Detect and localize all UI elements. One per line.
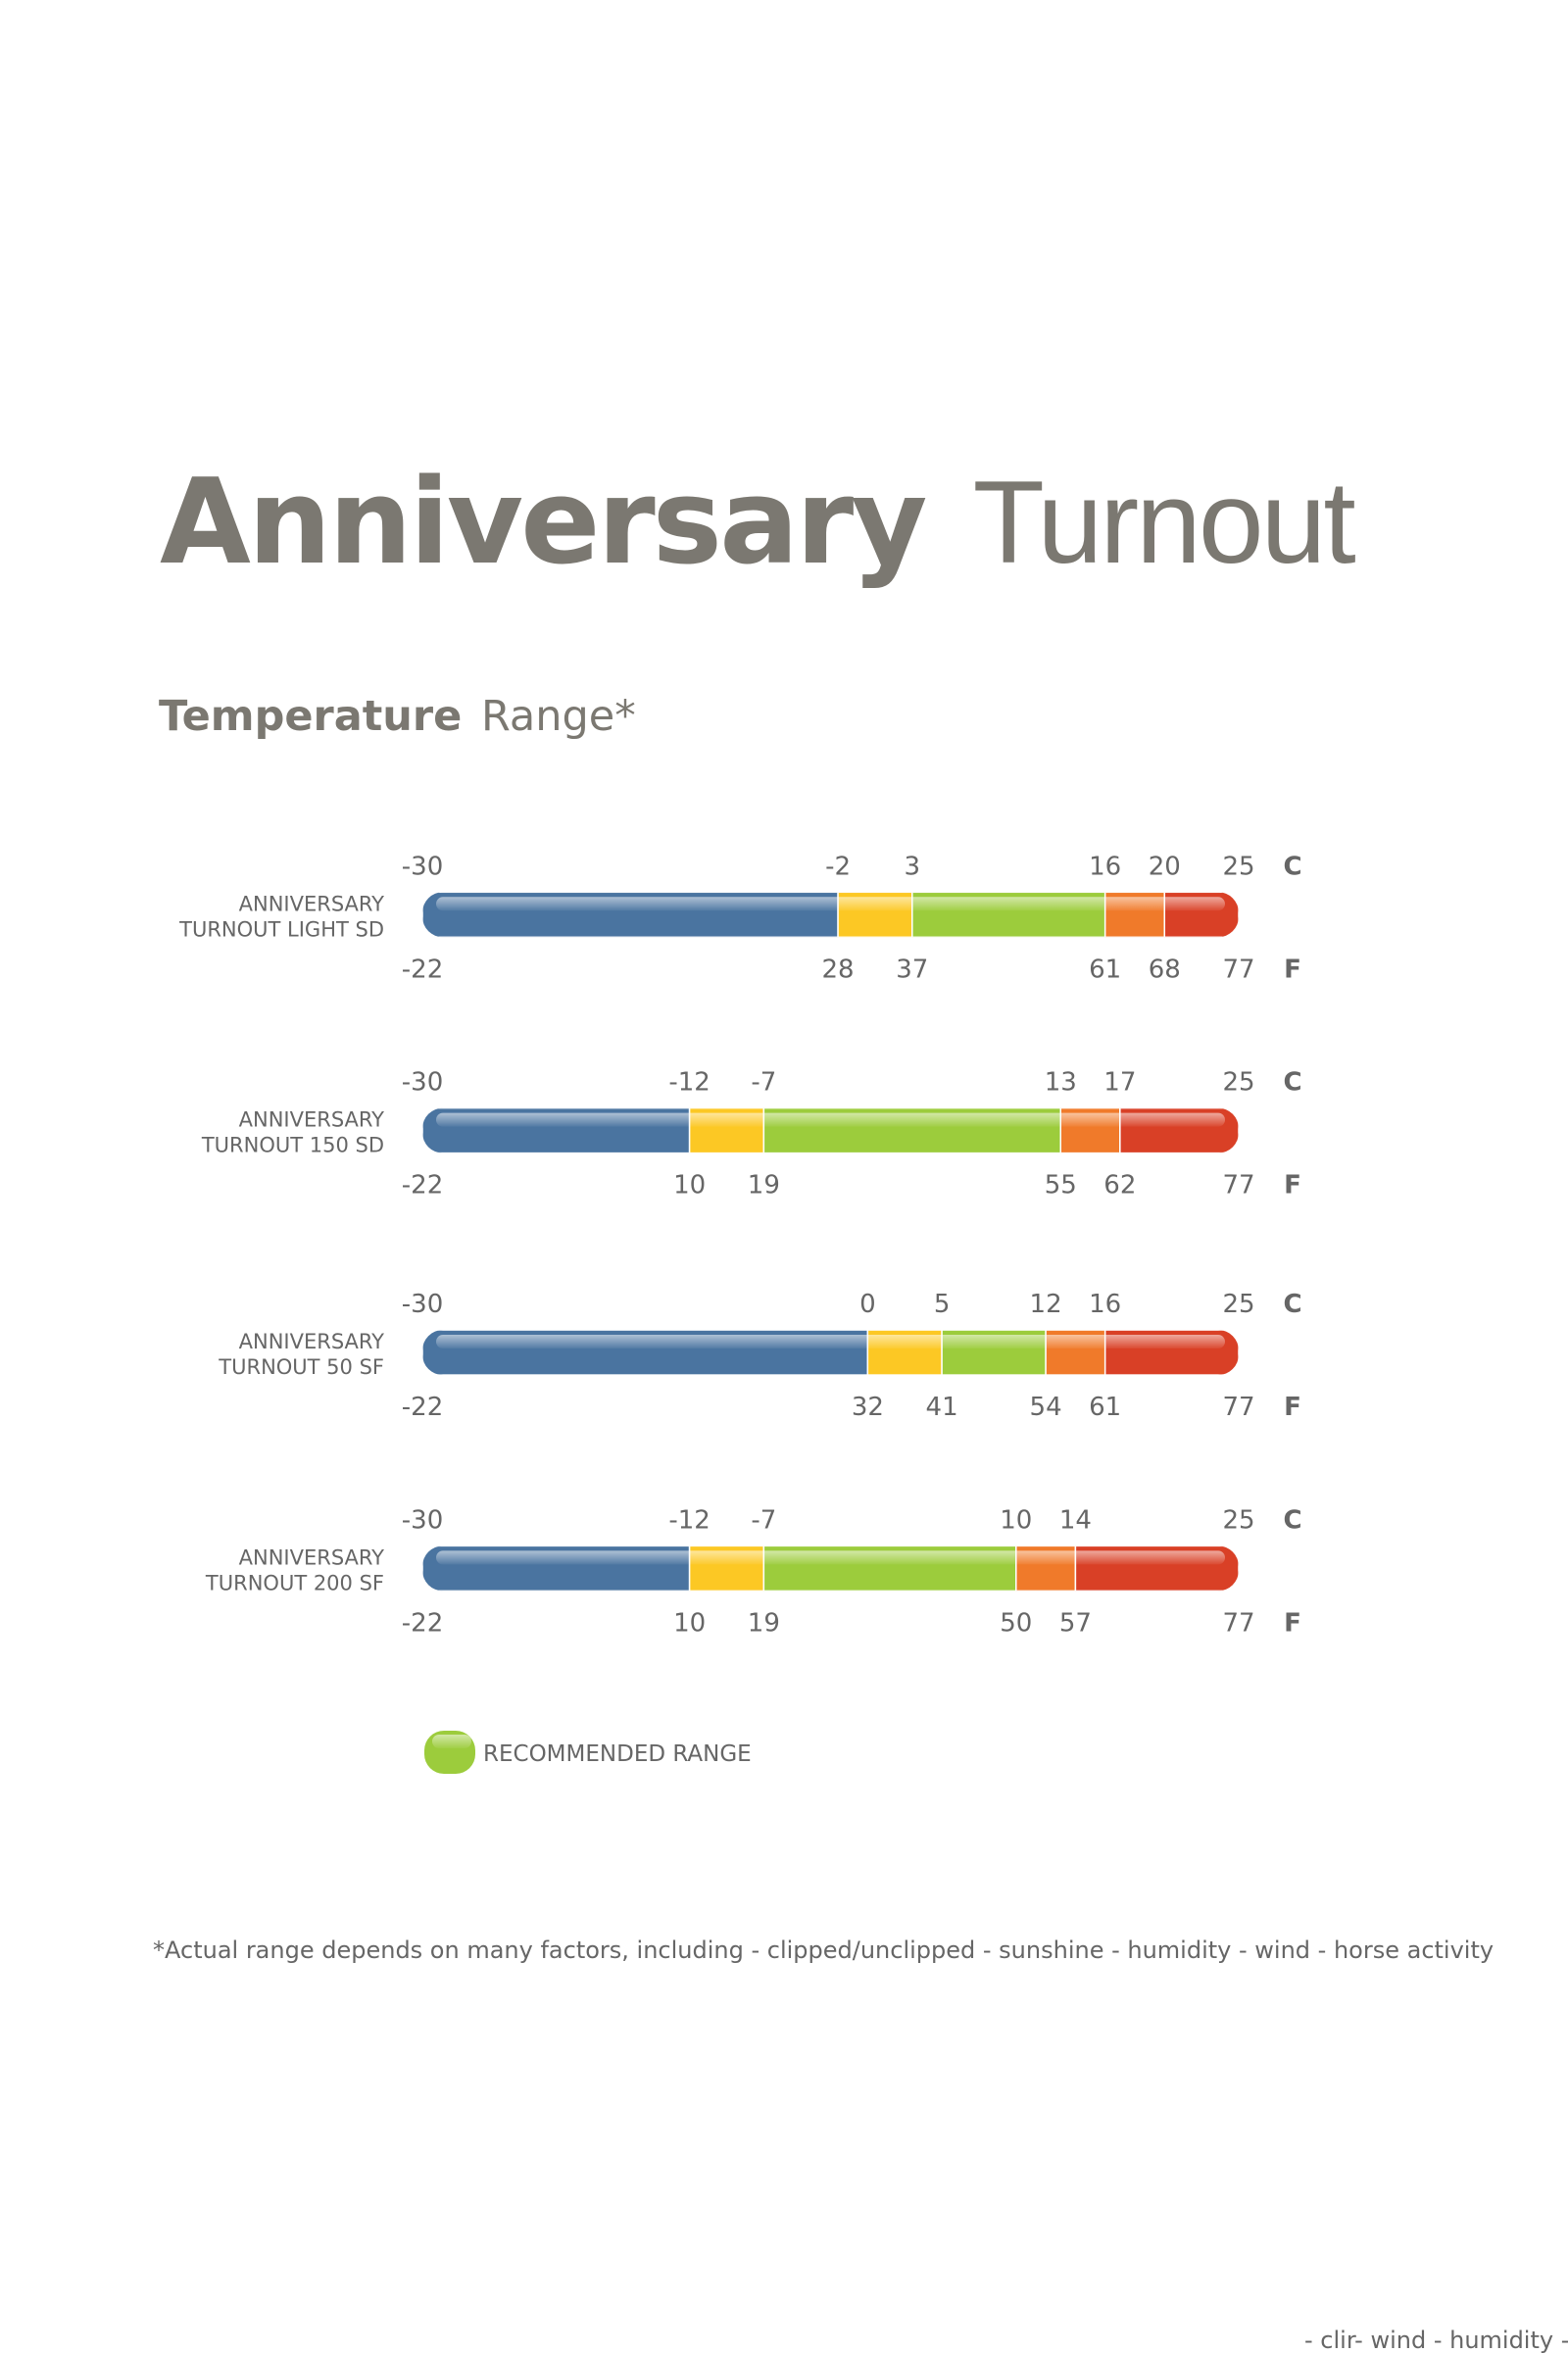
unit-f: F xyxy=(1284,1393,1301,1422)
bar-gloss xyxy=(436,1112,1225,1127)
fahrenheit-label: 68 xyxy=(1149,955,1181,984)
celsius-label: -2 xyxy=(825,852,851,881)
celsius-label: 5 xyxy=(934,1290,951,1319)
unit-f: F xyxy=(1284,955,1301,984)
corner-fragment: - clir- wind - humidity - xyxy=(1304,2327,1568,2353)
bar xyxy=(422,1330,1239,1376)
celsius-label: 14 xyxy=(1059,1505,1092,1535)
celsius-label: 12 xyxy=(1030,1290,1062,1319)
fahrenheit-label: 61 xyxy=(1089,955,1121,984)
fahrenheit-label: 32 xyxy=(852,1393,884,1422)
celsius-label: -30 xyxy=(402,852,443,881)
product-name: ANNIVERSARY xyxy=(239,1330,385,1353)
celsius-label: -30 xyxy=(402,1068,443,1098)
celsius-label: 25 xyxy=(1222,1505,1254,1535)
subtitle-light: Range* xyxy=(481,692,636,741)
product-name: TURNOUT 150 SD xyxy=(201,1134,384,1157)
fahrenheit-label: 57 xyxy=(1059,1608,1092,1638)
fahrenheit-label: 50 xyxy=(1000,1608,1032,1638)
unit-c: C xyxy=(1283,1290,1301,1319)
celsius-label: 10 xyxy=(1000,1505,1032,1535)
fahrenheit-label: 77 xyxy=(1222,1393,1254,1422)
fahrenheit-label: 77 xyxy=(1222,955,1254,984)
bar xyxy=(422,1545,1239,1592)
fahrenheit-label: 62 xyxy=(1103,1171,1136,1201)
celsius-label: 16 xyxy=(1089,1290,1121,1319)
unit-c: C xyxy=(1283,1505,1301,1535)
footnote: *Actual range depends on many factors, i… xyxy=(153,1936,1494,1964)
title: Anniversary Turnout xyxy=(160,455,1355,591)
product-name: TURNOUT 200 SF xyxy=(205,1571,384,1594)
bar xyxy=(422,892,1239,938)
subtitle: Temperature Range* xyxy=(159,692,636,741)
product-name: TURNOUT 50 SF xyxy=(218,1355,384,1379)
celsius-label: -12 xyxy=(668,1068,710,1098)
unit-f: F xyxy=(1284,1171,1301,1201)
fahrenheit-label: 55 xyxy=(1045,1171,1077,1201)
fahrenheit-label: -22 xyxy=(402,1171,443,1201)
bar-gloss xyxy=(436,1335,1225,1349)
title-bold: Anniversary xyxy=(160,455,926,591)
celsius-label: 0 xyxy=(859,1290,876,1319)
fahrenheit-label: 77 xyxy=(1222,1171,1254,1201)
fahrenheit-label: 77 xyxy=(1222,1608,1254,1638)
bar-gloss xyxy=(436,1550,1225,1565)
product-name: TURNOUT LIGHT SD xyxy=(178,917,384,941)
celsius-label: 25 xyxy=(1222,852,1254,881)
legend-label: RECOMMENDED RANGE xyxy=(483,1741,752,1767)
celsius-label: 16 xyxy=(1089,852,1121,881)
celsius-label: -12 xyxy=(668,1505,710,1535)
fahrenheit-label: 41 xyxy=(926,1393,958,1422)
celsius-label: 17 xyxy=(1103,1068,1136,1098)
celsius-label: 3 xyxy=(905,852,921,881)
unit-f: F xyxy=(1284,1608,1301,1638)
fahrenheit-label: 19 xyxy=(748,1608,780,1638)
product-name: ANNIVERSARY xyxy=(239,892,385,915)
celsius-label: 25 xyxy=(1222,1068,1254,1098)
fahrenheit-label: 37 xyxy=(896,955,928,984)
title-light: Turnout xyxy=(973,457,1356,588)
subtitle-bold: Temperature xyxy=(159,692,462,741)
fahrenheit-label: 61 xyxy=(1089,1393,1121,1422)
celsius-label: 13 xyxy=(1045,1068,1077,1098)
fahrenheit-label: 19 xyxy=(748,1171,780,1201)
bar xyxy=(422,1107,1239,1153)
product-rows: -30-22-228337166120682577CFANNIVERSARYTU… xyxy=(178,852,1301,1638)
fahrenheit-label: -22 xyxy=(402,955,443,984)
unit-c: C xyxy=(1283,852,1301,881)
celsius-label: -7 xyxy=(751,1505,776,1535)
product-name: ANNIVERSARY xyxy=(239,1545,385,1569)
fahrenheit-label: -22 xyxy=(402,1393,443,1422)
celsius-label: -30 xyxy=(402,1505,443,1535)
fahrenheit-label: 10 xyxy=(673,1171,706,1201)
fahrenheit-label: 28 xyxy=(822,955,855,984)
fahrenheit-label: 54 xyxy=(1030,1393,1062,1422)
legend-gloss xyxy=(432,1735,471,1748)
unit-c: C xyxy=(1283,1068,1301,1098)
celsius-label: -7 xyxy=(751,1068,776,1098)
celsius-label: -30 xyxy=(402,1290,443,1319)
product-name: ANNIVERSARY xyxy=(239,1108,385,1132)
celsius-label: 20 xyxy=(1149,852,1181,881)
fahrenheit-label: 10 xyxy=(673,1608,706,1638)
celsius-label: 25 xyxy=(1222,1290,1254,1319)
bar-gloss xyxy=(436,897,1225,911)
fahrenheit-label: -22 xyxy=(402,1608,443,1638)
